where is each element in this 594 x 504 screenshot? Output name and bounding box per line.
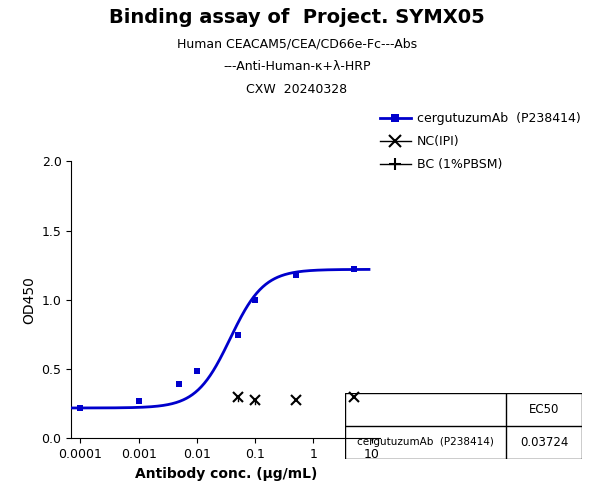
X-axis label: Antibody conc. (µg/mL): Antibody conc. (µg/mL)	[134, 467, 317, 481]
Text: ---Anti-Human-κ+λ-HRP: ---Anti-Human-κ+λ-HRP	[223, 60, 371, 74]
Y-axis label: OD450: OD450	[22, 276, 36, 324]
Text: Human CEACAM5/CEA/CD66e-Fc---Abs: Human CEACAM5/CEA/CD66e-Fc---Abs	[177, 38, 417, 51]
Text: Binding assay of  Project. SYMX05: Binding assay of Project. SYMX05	[109, 8, 485, 27]
Legend: cergutuzumAb  (P238414), NC(IPI), BC (1%PBSM): cergutuzumAb (P238414), NC(IPI), BC (1%P…	[375, 107, 586, 176]
Text: 0.03724: 0.03724	[520, 436, 568, 449]
Text: cergutuzumAb  (P238414): cergutuzumAb (P238414)	[357, 437, 494, 447]
Text: EC50: EC50	[529, 403, 560, 416]
Text: CXW  20240328: CXW 20240328	[247, 83, 347, 96]
